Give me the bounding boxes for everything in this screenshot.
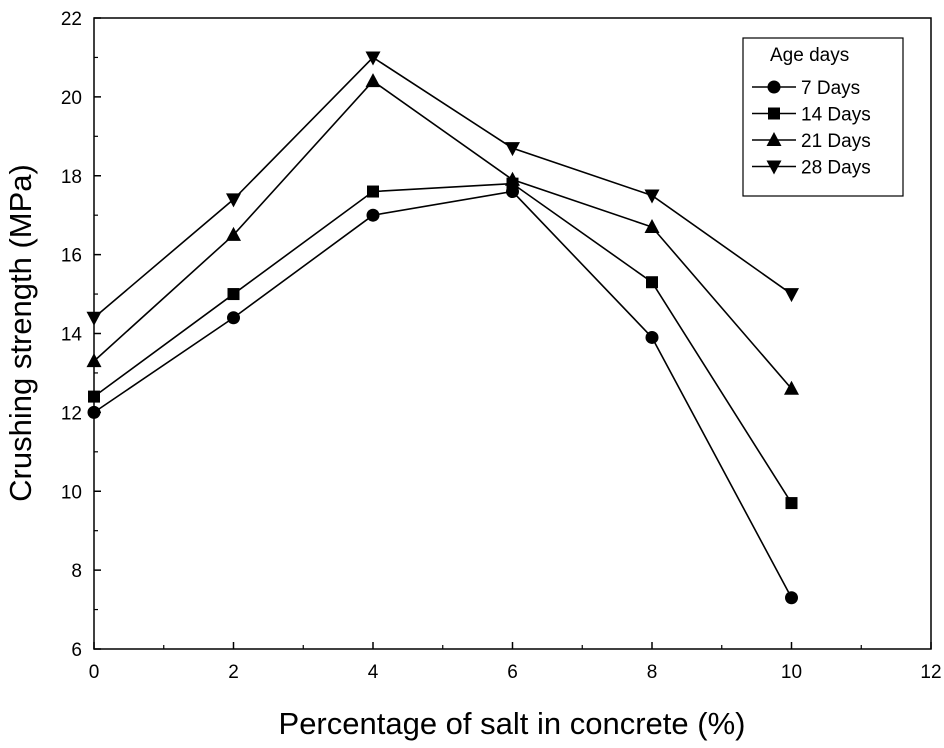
legend-label: 28 Days (801, 158, 871, 179)
x-tick-label: 8 (647, 662, 658, 683)
data-point (505, 142, 520, 157)
x-tick-label: 4 (368, 662, 379, 683)
y-tick-label: 20 (61, 88, 82, 109)
legend-title: Age days (770, 45, 849, 66)
series-28-days (86, 51, 799, 326)
y-tick-label: 18 (61, 167, 82, 188)
data-point (226, 193, 241, 208)
data-point (784, 288, 799, 303)
legend-marker (767, 80, 781, 94)
series-line (93, 190, 793, 599)
series-line (93, 80, 793, 390)
legend-items: 7 Days 14 Days 21 Days 28 Days (752, 78, 871, 179)
y-axis-title: Crushing strength (MPa) (3, 164, 38, 502)
data-point (645, 330, 659, 344)
legend-marker (768, 107, 780, 120)
y-tick-label: 12 (61, 403, 82, 424)
x-tick-label: 12 (920, 662, 941, 683)
data-point (366, 208, 380, 222)
x-axis-title: Percentage of salt in concrete (%) (279, 706, 746, 741)
y-tick-label: 14 (61, 325, 83, 346)
y-tick-label: 8 (71, 561, 82, 582)
data-point (88, 390, 100, 403)
x-tick-label: 2 (228, 662, 239, 683)
legend-label: 7 Days (801, 78, 860, 99)
x-tick-label: 6 (507, 662, 518, 683)
legend-item: 21 Days (752, 131, 871, 152)
x-axis: 0 2 4 6 8 10 12 (89, 642, 942, 683)
data-point (785, 591, 798, 605)
legend-item: 7 Days (752, 78, 860, 99)
y-tick-label: 22 (61, 9, 82, 30)
data-point (226, 226, 241, 241)
data-point (644, 219, 660, 234)
data-point (646, 276, 658, 289)
data-point (86, 311, 102, 326)
data-point (365, 73, 381, 88)
x-tick-label: 10 (781, 662, 802, 683)
data-point (644, 189, 660, 204)
x-tick-label: 0 (89, 662, 100, 683)
legend-item: 14 Days (752, 105, 871, 126)
legend-label: 14 Days (801, 105, 871, 126)
series-layer (86, 51, 799, 605)
legend-marker (766, 132, 782, 146)
data-point (227, 288, 240, 301)
data-point (87, 405, 101, 419)
y-tick-label: 6 (71, 640, 82, 661)
legend-item: 28 Days (752, 158, 871, 179)
y-axis: 6 8 10 12 14 16 18 20 22 (61, 9, 101, 661)
legend: Age days 7 Days 14 Days 21 Days 28 Days (742, 37, 904, 197)
legend-label: 21 Days (801, 131, 871, 152)
data-point (785, 497, 798, 510)
data-point (86, 353, 102, 368)
data-point (367, 185, 379, 198)
series-7-days (87, 185, 798, 605)
series-line (93, 182, 793, 504)
series-line (93, 56, 792, 319)
data-point (505, 171, 520, 186)
legend-marker (766, 160, 782, 175)
data-point (784, 380, 799, 395)
y-tick-label: 16 (61, 246, 82, 267)
data-point (227, 311, 240, 325)
y-tick-label: 10 (61, 482, 82, 503)
data-point (365, 51, 381, 66)
series-21-days (86, 73, 799, 395)
